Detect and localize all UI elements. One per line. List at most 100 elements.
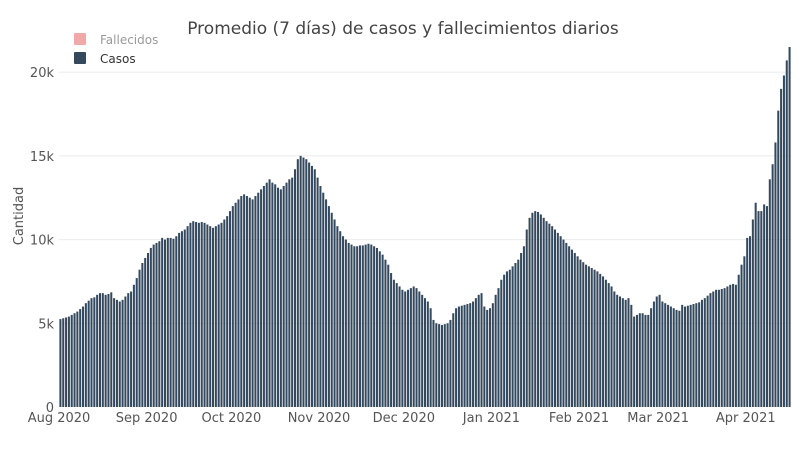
bar-casos[interactable] bbox=[404, 291, 407, 407]
bar-casos[interactable] bbox=[387, 264, 390, 407]
bar-casos[interactable] bbox=[203, 222, 206, 407]
bar-casos[interactable] bbox=[364, 244, 367, 407]
bar-casos[interactable] bbox=[59, 319, 62, 407]
bar-casos[interactable] bbox=[525, 229, 528, 407]
bar-casos[interactable] bbox=[121, 299, 124, 407]
bar-casos[interactable] bbox=[754, 202, 757, 407]
bar-casos[interactable] bbox=[358, 245, 362, 407]
bar-casos[interactable] bbox=[93, 297, 96, 407]
bar-casos[interactable] bbox=[782, 75, 785, 407]
bar-casos[interactable] bbox=[675, 309, 678, 407]
legend-label-casos[interactable]: Casos bbox=[100, 52, 136, 66]
bar-casos[interactable] bbox=[251, 199, 254, 407]
bar-casos[interactable] bbox=[618, 296, 622, 407]
bar-casos[interactable] bbox=[486, 309, 489, 407]
bar-casos[interactable] bbox=[576, 256, 579, 407]
bar-casos[interactable] bbox=[457, 306, 460, 407]
bar-casos[interactable] bbox=[681, 304, 684, 407]
bar-casos[interactable] bbox=[163, 239, 167, 407]
bar-casos[interactable] bbox=[672, 308, 675, 407]
bar-casos[interactable] bbox=[401, 289, 404, 407]
bar-casos[interactable] bbox=[585, 264, 588, 407]
bar-casos[interactable] bbox=[749, 236, 752, 407]
bar-casos[interactable] bbox=[726, 286, 729, 407]
bar-casos[interactable] bbox=[70, 314, 73, 407]
bar-casos[interactable] bbox=[115, 299, 118, 407]
bar-casos[interactable] bbox=[302, 157, 305, 407]
bar-casos[interactable] bbox=[212, 227, 215, 407]
bar-casos[interactable] bbox=[200, 221, 203, 407]
bar-casos[interactable] bbox=[149, 247, 152, 407]
bar-casos[interactable] bbox=[344, 239, 347, 407]
bar-casos[interactable] bbox=[633, 316, 636, 407]
bar-casos[interactable] bbox=[214, 226, 217, 407]
bar-casos[interactable] bbox=[652, 301, 655, 407]
bar-casos[interactable] bbox=[395, 283, 398, 407]
bar-casos[interactable] bbox=[378, 251, 381, 407]
bar-casos[interactable] bbox=[381, 254, 384, 407]
bar-casos[interactable] bbox=[751, 219, 754, 407]
legend-item-fallecidos[interactable]: Fallecidos bbox=[74, 33, 158, 47]
bar-casos[interactable] bbox=[692, 304, 695, 407]
bar-casos[interactable] bbox=[110, 292, 113, 407]
legend[interactable]: Fallecidos Casos bbox=[74, 33, 158, 66]
bar-casos[interactable] bbox=[271, 182, 274, 407]
bar-casos[interactable] bbox=[602, 276, 605, 407]
bar-casos[interactable] bbox=[455, 308, 458, 407]
bar-casos[interactable] bbox=[282, 185, 285, 407]
bar-casos[interactable] bbox=[248, 197, 251, 407]
bar-casos[interactable] bbox=[777, 110, 780, 407]
bar-casos[interactable] bbox=[438, 324, 441, 407]
bar-casos[interactable] bbox=[785, 60, 788, 408]
bar-casos[interactable] bbox=[539, 214, 542, 407]
bar-casos[interactable] bbox=[98, 293, 101, 407]
bar-casos[interactable] bbox=[113, 298, 116, 407]
bar-casos[interactable] bbox=[460, 305, 463, 407]
bar-casos[interactable] bbox=[669, 306, 672, 407]
bar-casos[interactable] bbox=[570, 249, 573, 407]
bar-casos[interactable] bbox=[384, 259, 387, 407]
bar-casos[interactable] bbox=[220, 222, 223, 407]
bar-casos[interactable] bbox=[319, 185, 322, 407]
bar-casos[interactable] bbox=[542, 217, 545, 407]
bar-casos[interactable] bbox=[398, 286, 401, 407]
bar-casos[interactable] bbox=[228, 211, 232, 407]
bar-casos[interactable] bbox=[135, 278, 138, 407]
bar-casos[interactable] bbox=[260, 189, 263, 407]
bar-casos[interactable] bbox=[138, 269, 141, 407]
bar-casos[interactable] bbox=[715, 289, 718, 407]
bar-casos[interactable] bbox=[375, 247, 378, 407]
bar-casos[interactable] bbox=[158, 241, 161, 407]
bar-casos[interactable] bbox=[494, 294, 497, 407]
bar-casos[interactable] bbox=[67, 316, 70, 407]
bar-casos[interactable] bbox=[175, 236, 178, 407]
bar-casos[interactable] bbox=[573, 252, 576, 407]
bar-casos[interactable] bbox=[621, 298, 624, 407]
bar-casos[interactable] bbox=[155, 242, 158, 407]
bar-casos[interactable] bbox=[553, 229, 557, 407]
bar-casos[interactable] bbox=[392, 279, 395, 407]
bar-casos[interactable] bbox=[277, 187, 280, 407]
bar-casos[interactable] bbox=[336, 226, 339, 407]
bar-casos[interactable] bbox=[638, 313, 641, 407]
bar-casos[interactable] bbox=[780, 88, 783, 407]
bar-casos[interactable] bbox=[734, 284, 737, 407]
bar-casos[interactable] bbox=[342, 236, 345, 407]
bar-casos[interactable] bbox=[488, 308, 492, 407]
bar-casos[interactable] bbox=[771, 164, 774, 407]
bar-casos[interactable] bbox=[429, 308, 432, 407]
bar-casos[interactable] bbox=[590, 268, 593, 407]
bar-casos[interactable] bbox=[373, 246, 376, 407]
bar-casos[interactable] bbox=[291, 177, 294, 407]
bar-casos[interactable] bbox=[616, 294, 619, 407]
bar-casos[interactable] bbox=[76, 311, 79, 407]
bar-casos[interactable] bbox=[698, 302, 701, 407]
bar-casos[interactable] bbox=[483, 306, 486, 407]
bar-casos[interactable] bbox=[296, 159, 299, 407]
bar-casos[interactable] bbox=[305, 159, 308, 407]
bar-casos[interactable] bbox=[308, 162, 311, 407]
bar-casos[interactable] bbox=[647, 314, 650, 407]
bar-casos[interactable] bbox=[500, 279, 503, 407]
bar-casos[interactable] bbox=[452, 313, 455, 407]
bar-casos[interactable] bbox=[686, 305, 689, 407]
